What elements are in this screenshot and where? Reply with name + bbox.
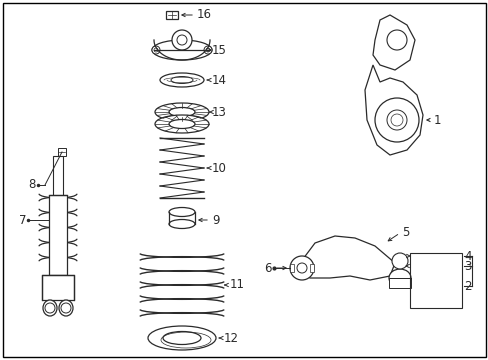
Bar xyxy=(53,156,63,196)
Bar xyxy=(289,264,293,272)
Circle shape xyxy=(391,253,407,269)
Ellipse shape xyxy=(43,300,57,316)
Text: 2: 2 xyxy=(463,279,470,292)
Ellipse shape xyxy=(169,120,195,129)
Circle shape xyxy=(45,303,55,313)
Text: 9: 9 xyxy=(212,213,219,226)
Text: 1: 1 xyxy=(433,113,441,126)
Ellipse shape xyxy=(160,73,203,87)
Circle shape xyxy=(172,30,192,50)
Ellipse shape xyxy=(148,326,216,350)
Circle shape xyxy=(386,110,406,130)
Text: 5: 5 xyxy=(401,226,408,239)
Text: 16: 16 xyxy=(197,9,212,22)
Ellipse shape xyxy=(163,332,201,345)
Circle shape xyxy=(61,303,71,313)
Text: 4: 4 xyxy=(463,249,470,262)
Polygon shape xyxy=(299,236,394,280)
Bar xyxy=(409,253,461,308)
Bar xyxy=(388,278,410,288)
FancyBboxPatch shape xyxy=(58,148,66,156)
Ellipse shape xyxy=(169,207,195,216)
Ellipse shape xyxy=(388,269,410,287)
Circle shape xyxy=(374,98,418,142)
Circle shape xyxy=(296,263,306,273)
Bar xyxy=(309,264,313,272)
Ellipse shape xyxy=(171,77,193,84)
Text: 14: 14 xyxy=(212,73,226,86)
Circle shape xyxy=(177,35,186,45)
Text: 10: 10 xyxy=(212,162,226,175)
Ellipse shape xyxy=(169,220,195,229)
Polygon shape xyxy=(372,15,414,70)
Text: 6: 6 xyxy=(264,261,271,274)
Polygon shape xyxy=(364,65,422,155)
Bar xyxy=(42,275,74,300)
Ellipse shape xyxy=(169,108,195,117)
Ellipse shape xyxy=(152,40,212,60)
Bar xyxy=(49,195,67,275)
Text: 12: 12 xyxy=(224,332,239,345)
Ellipse shape xyxy=(59,300,73,316)
Text: 8: 8 xyxy=(29,179,36,192)
FancyBboxPatch shape xyxy=(165,11,178,19)
Text: 15: 15 xyxy=(212,44,226,57)
Ellipse shape xyxy=(155,103,208,121)
Circle shape xyxy=(203,46,212,54)
Text: 7: 7 xyxy=(19,213,26,226)
Text: 3: 3 xyxy=(463,260,470,273)
Text: 13: 13 xyxy=(212,105,226,118)
Text: 11: 11 xyxy=(229,279,244,292)
Circle shape xyxy=(386,30,406,50)
Circle shape xyxy=(289,256,313,280)
Ellipse shape xyxy=(155,115,208,133)
Circle shape xyxy=(154,48,158,52)
Circle shape xyxy=(152,46,160,54)
Circle shape xyxy=(205,48,209,52)
